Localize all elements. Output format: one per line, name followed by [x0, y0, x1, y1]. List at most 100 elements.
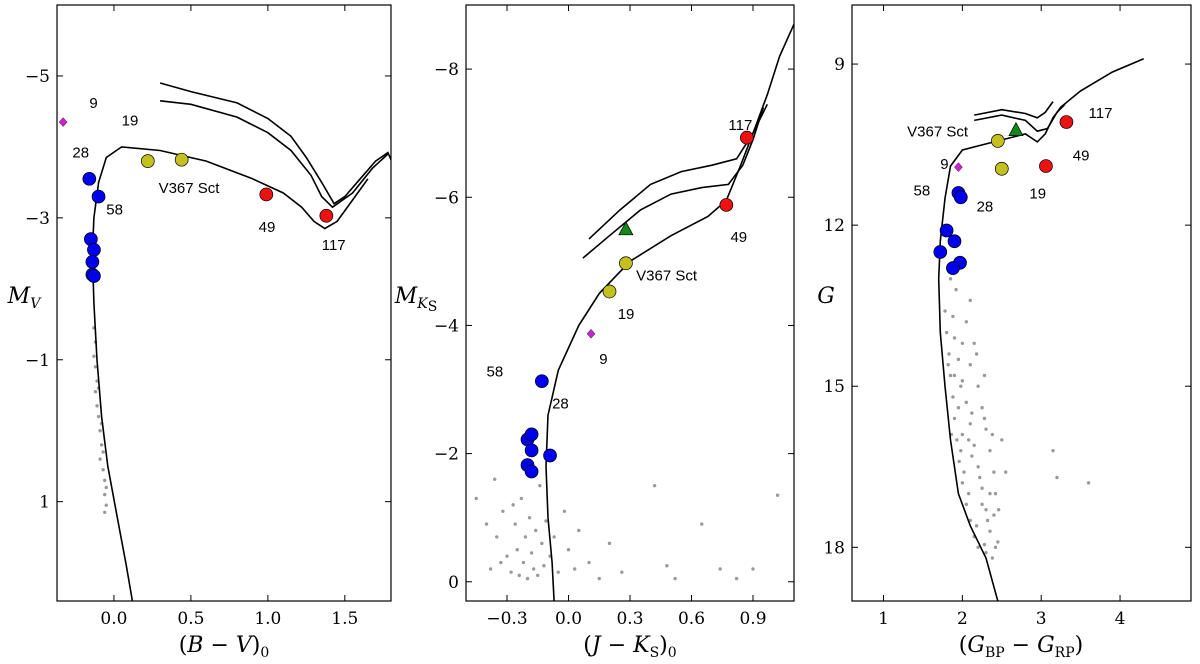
blue-member-point: [953, 190, 968, 205]
panel-bv-mv: 9 19 28 58 V367 Sct 49 117 0.0 0.5 1.0 1.5 −5 −3 −1 1 (…: [7, 4, 392, 661]
field-star: [98, 457, 102, 461]
field-star: [952, 336, 957, 340]
field-star: [956, 406, 961, 410]
y-tick-label: −4: [434, 316, 459, 336]
field-star: [988, 448, 992, 453]
field-star: [956, 357, 961, 362]
star-label: 117: [322, 237, 346, 254]
blue-member-point: [534, 374, 549, 389]
blue-member-point: [933, 245, 948, 259]
isochrone-line: [974, 101, 1054, 119]
field-star: [509, 570, 513, 574]
star-label: V367 Sct: [636, 268, 698, 285]
y-tick-label: −2: [434, 445, 459, 465]
field-star: [95, 404, 99, 408]
field-star: [1086, 481, 1091, 485]
magenta-member-point: [586, 328, 596, 339]
field-star: [985, 518, 990, 523]
blue-member-point: [524, 427, 539, 442]
field-star: [964, 400, 969, 405]
y-tick-label: −5: [25, 67, 50, 87]
yellow-member-point: [994, 161, 1009, 176]
star-label: 19: [618, 306, 635, 323]
field-star: [525, 576, 530, 581]
field-star: [955, 438, 959, 442]
y-tick-label: 9: [834, 55, 845, 75]
panel-jk-mk: 117 49 V367 Sct 19 9 58 28 −0.3 0.0 0.3 0.6 0.9 −8 −6…: [394, 4, 795, 661]
star-label: 9: [89, 95, 97, 112]
isochrone-line: [545, 23, 794, 601]
y-tick-label: 12: [823, 216, 845, 236]
field-star: [93, 389, 98, 394]
field-star: [948, 373, 953, 378]
x-tick-label: 1.5: [331, 609, 358, 629]
field-star: [996, 540, 1000, 544]
y-tick-label: 15: [823, 377, 845, 397]
blue-member-point: [524, 464, 539, 479]
x-tick-label: 0.6: [678, 609, 705, 629]
field-star: [974, 524, 979, 528]
blue-member-point: [87, 242, 101, 257]
field-star: [980, 502, 984, 507]
field-star: [1000, 438, 1004, 442]
star-label: 117: [728, 117, 752, 134]
field-star: [944, 330, 949, 335]
field-star: [495, 535, 499, 539]
field-star: [980, 486, 984, 490]
field-star: [972, 443, 976, 447]
field-star: [993, 545, 998, 550]
field-star: [996, 508, 1001, 512]
star-label: 9: [599, 351, 607, 368]
field-star: [970, 411, 974, 415]
field-star: [527, 515, 532, 520]
field-star: [523, 535, 528, 539]
x-tick-label: 0.9: [739, 609, 766, 629]
blue-member-point: [939, 223, 954, 238]
star-label: V367 Sct: [159, 180, 221, 197]
yellow-member-point: [619, 256, 633, 271]
field-star: [984, 508, 988, 512]
field-star: [957, 459, 961, 464]
plot-area: [933, 57, 1145, 601]
field-star: [1055, 475, 1059, 480]
field-star: [511, 503, 515, 507]
field-star: [980, 406, 984, 410]
x-axis-label: (GBP − GRP): [959, 633, 1083, 661]
green-member-point: [618, 221, 634, 236]
star-label: 49: [259, 219, 276, 236]
plot-area: [474, 23, 794, 601]
y-tick-label: −1: [25, 351, 50, 371]
field-star: [93, 365, 98, 369]
x-tick-label: 0.0: [555, 609, 582, 629]
y-axis-label: G: [817, 284, 835, 309]
field-star: [990, 556, 995, 560]
isochrone-line: [974, 103, 1066, 133]
star-label: 117: [1089, 105, 1113, 122]
field-star: [1051, 448, 1055, 453]
x-tick-label: −0.3: [486, 609, 527, 629]
field-star: [992, 470, 996, 474]
axes-frame: [56, 4, 392, 602]
field-star: [577, 528, 581, 533]
field-star: [92, 354, 96, 358]
star-label: 49: [1073, 148, 1090, 165]
blue-member-point: [947, 234, 962, 249]
field-star: [946, 363, 950, 367]
yellow-member-point: [990, 133, 1005, 148]
blue-member-point: [543, 448, 557, 463]
x-tick-label: 1.0: [254, 609, 281, 629]
field-star: [700, 522, 704, 526]
field-star: [607, 541, 612, 546]
y-tick-label: −3: [25, 209, 50, 229]
yellow-member-point: [174, 152, 189, 167]
isochrone-line: [160, 100, 389, 209]
field-star: [104, 485, 108, 490]
field-star: [517, 573, 521, 578]
field-star: [529, 551, 534, 555]
field-star: [952, 416, 957, 421]
field-star: [513, 522, 517, 526]
field-star: [542, 564, 546, 568]
field-star: [976, 545, 980, 550]
y-tick-label: 18: [823, 538, 845, 558]
field-star: [499, 560, 503, 565]
